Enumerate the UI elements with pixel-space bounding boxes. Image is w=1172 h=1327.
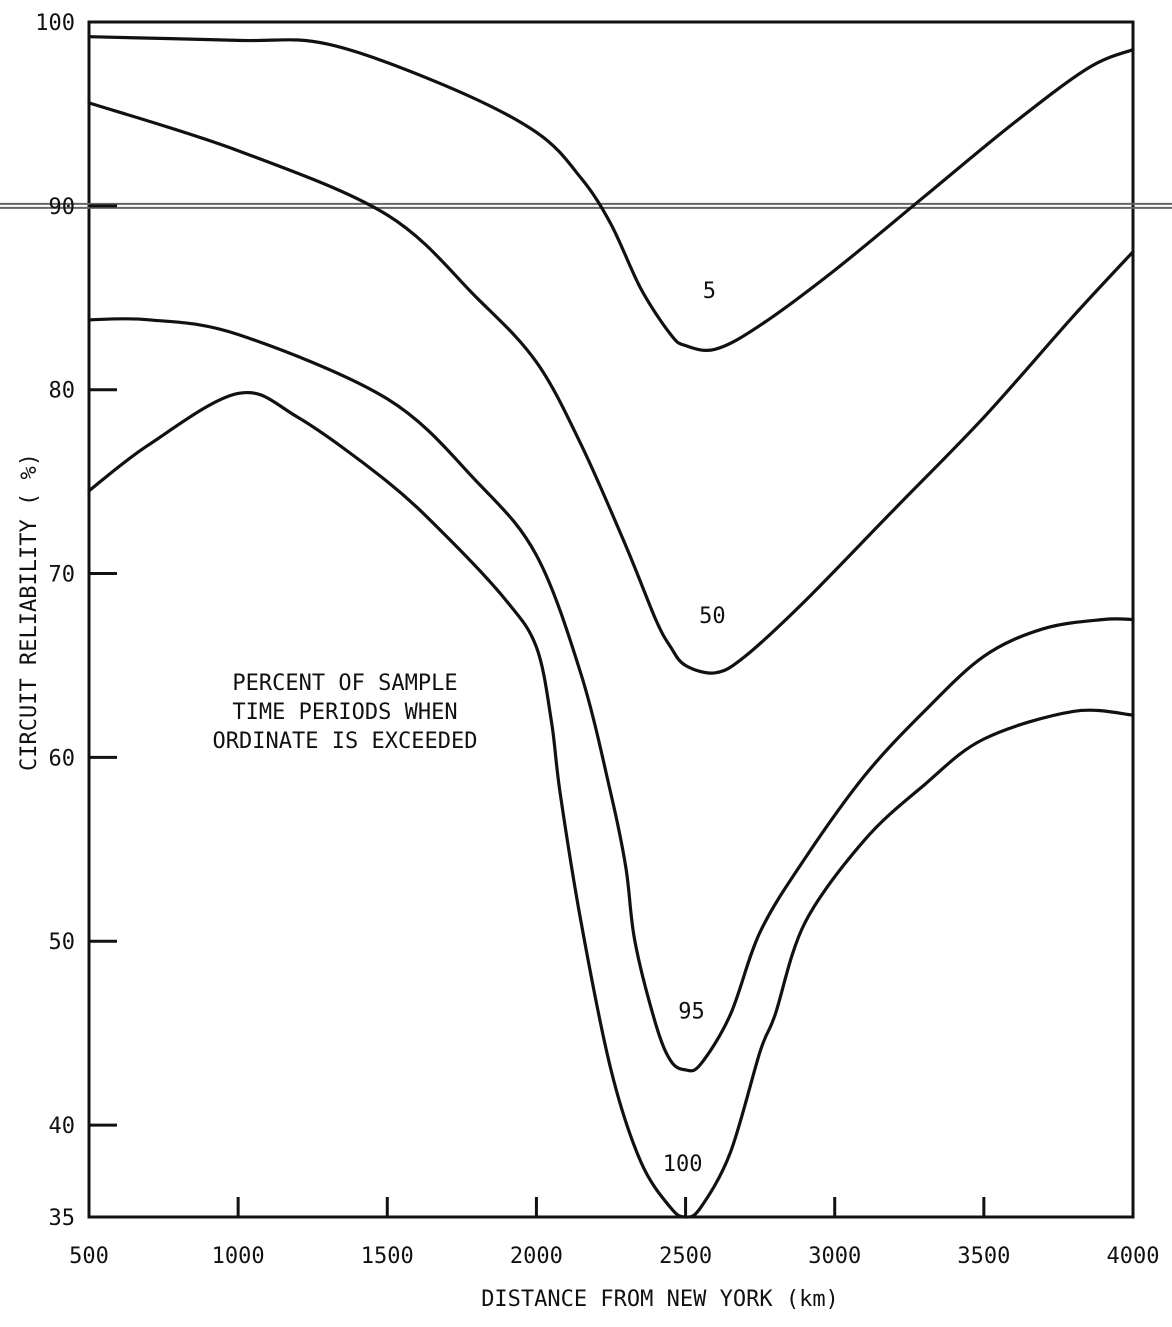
x-tick-label: 1000 <box>212 1244 265 1269</box>
y-tick-label: 35 <box>49 1206 76 1231</box>
y-tick-label: 80 <box>49 379 76 404</box>
annotation-line: TIME PERIODS WHEN <box>232 700 457 725</box>
curve-label: 50 <box>699 604 726 629</box>
annotation-line: ORDINATE IS EXCEEDED <box>213 729 478 754</box>
x-tick-label: 500 <box>69 1244 109 1269</box>
curve-label: 100 <box>663 1152 703 1177</box>
y-tick-label: 60 <box>49 746 76 771</box>
y-tick-label: 40 <box>49 1114 76 1139</box>
y-tick-label: 70 <box>49 563 76 588</box>
y-tick-label: 90 <box>49 195 76 220</box>
x-tick-label: 2500 <box>659 1244 712 1269</box>
x-axis-title: DISTANCE FROM NEW YORK (km) <box>481 1287 839 1312</box>
y-axis-title: CIRCUIT RELIABILITY ( %) <box>17 453 42 771</box>
series-line-5 <box>89 37 1133 351</box>
curve-label: 5 <box>703 279 716 304</box>
x-tick-label: 1500 <box>361 1244 414 1269</box>
series-line-100 <box>89 392 1133 1217</box>
series-line-50 <box>89 103 1133 673</box>
annotation-line: PERCENT OF SAMPLE <box>232 671 457 696</box>
curve-label: 95 <box>678 999 705 1024</box>
plot-frame <box>89 22 1133 1217</box>
y-tick-label: 50 <box>49 930 76 955</box>
x-tick-label: 3500 <box>957 1244 1010 1269</box>
x-tick-label: 3000 <box>808 1244 861 1269</box>
y-tick-label: 100 <box>35 11 75 36</box>
x-tick-label: 2000 <box>510 1244 563 1269</box>
x-tick-label: 4000 <box>1107 1244 1160 1269</box>
